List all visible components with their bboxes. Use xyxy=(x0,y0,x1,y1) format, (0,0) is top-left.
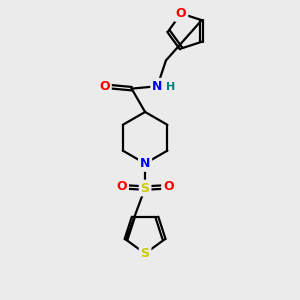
Text: O: O xyxy=(176,7,186,20)
Text: S: S xyxy=(141,247,150,260)
Text: N: N xyxy=(140,157,150,170)
Text: N: N xyxy=(152,80,163,93)
Text: O: O xyxy=(163,180,174,193)
Text: O: O xyxy=(99,80,110,93)
Text: O: O xyxy=(116,180,127,193)
Text: H: H xyxy=(166,82,176,92)
Text: S: S xyxy=(141,182,150,194)
